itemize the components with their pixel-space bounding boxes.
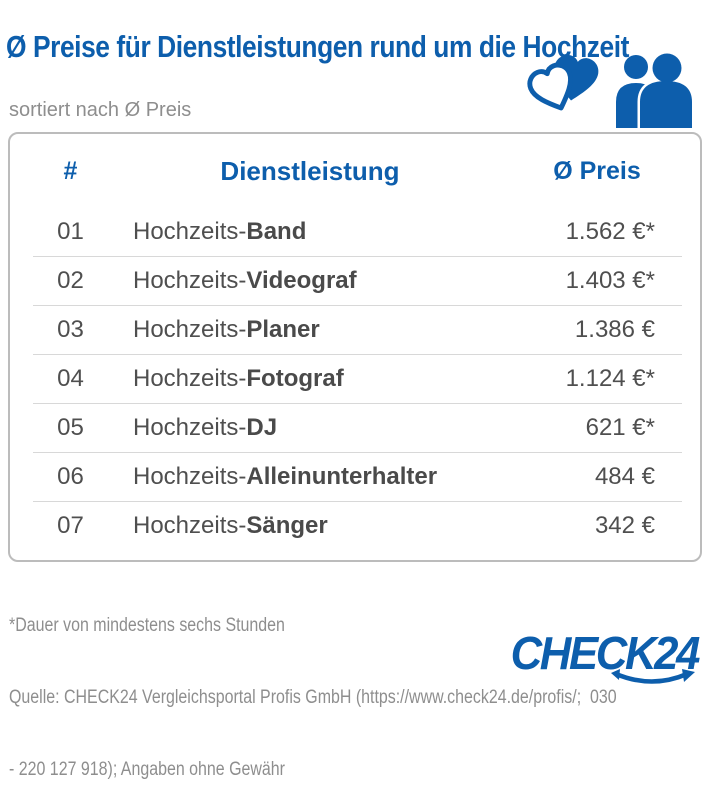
footnote-source-line2: - 220 127 918); Angaben ohne Gewähr xyxy=(9,759,285,780)
service-name-bold: Sänger xyxy=(246,512,328,539)
service-cell: Hochzeits-Videograf xyxy=(108,267,512,295)
service-prefix: Hochzeits- xyxy=(133,512,247,539)
table-row: 05 Hochzeits-DJ 621 €* xyxy=(33,403,682,452)
table-row: 04 Hochzeits-Fotograf 1.124 €* xyxy=(33,354,682,403)
service-prefix: Hochzeits- xyxy=(133,267,247,294)
table-row: 06 Hochzeits-Alleinunterhalter 484 € xyxy=(33,452,682,501)
table-row: 01 Hochzeits-Band 1.562 €* xyxy=(33,208,682,256)
rank-cell: 02 xyxy=(57,267,84,294)
check24-logo: CHECK24 xyxy=(498,627,701,686)
hearts-icon xyxy=(526,52,601,114)
price-cell: 1.403 €* xyxy=(565,267,655,294)
column-header-service: Dienstleistung xyxy=(220,155,400,186)
table-row: 03 Hochzeits-Planer 1.386 € xyxy=(33,305,682,354)
service-name-bold: Alleinunterhalter xyxy=(246,463,438,490)
table-header-row: # Dienstleistung Ø Preis xyxy=(33,134,682,208)
service-prefix: Hochzeits- xyxy=(133,463,247,490)
service-prefix: Hochzeits- xyxy=(133,218,247,245)
couple-icon xyxy=(616,51,695,131)
price-table: # Dienstleistung Ø Preis 01 Hochzeits-Ba… xyxy=(8,132,702,562)
price-cell: 484 € xyxy=(594,463,655,490)
rank-cell: 05 xyxy=(57,414,84,441)
rank-cell: 07 xyxy=(57,512,84,539)
table-body: 01 Hochzeits-Band 1.562 €* 02 Hochzeits-… xyxy=(10,208,700,550)
service-cell: Hochzeits-Band xyxy=(108,218,512,246)
service-cell: Hochzeits-DJ xyxy=(108,414,512,442)
price-cell: 621 €* xyxy=(585,414,655,441)
logo-text: CHECK24 xyxy=(510,627,701,679)
price-cell: 1.386 € xyxy=(574,316,655,343)
service-name-bold: Band xyxy=(246,218,307,245)
footnote-duration: *Dauer von mindestens sechs Stunden xyxy=(9,615,285,636)
service-cell: Hochzeits-Fotograf xyxy=(108,365,512,393)
service-name-bold: Planer xyxy=(246,316,320,343)
column-header-price: Ø Preis xyxy=(553,156,641,185)
rank-cell: 03 xyxy=(57,316,84,343)
footnotes: *Dauer von mindestens sechs Stunden Quel… xyxy=(9,566,710,806)
service-cell: Hochzeits-Sänger xyxy=(108,512,512,540)
service-cell: Hochzeits-Planer xyxy=(108,316,512,344)
footnote-source-line1: Quelle: CHECK24 Vergleichsportal Profis … xyxy=(9,687,617,708)
header-icons xyxy=(526,51,695,131)
service-prefix: Hochzeits- xyxy=(133,414,247,441)
service-cell: Hochzeits-Alleinunterhalter xyxy=(108,463,512,491)
rank-cell: 04 xyxy=(57,365,84,392)
price-cell: 1.124 €* xyxy=(565,365,655,392)
swoosh-arrow-icon xyxy=(611,669,695,684)
service-prefix: Hochzeits- xyxy=(133,365,247,392)
rank-cell: 01 xyxy=(57,218,84,245)
subtitle-sort-note: sortiert nach Ø Preis xyxy=(9,99,192,121)
table-row: 02 Hochzeits-Videograf 1.403 €* xyxy=(33,256,682,305)
table-row: 07 Hochzeits-Sänger 342 € xyxy=(33,501,682,550)
page-title: Ø Preise für Dienstleistungen rund um di… xyxy=(6,28,629,64)
price-cell: 342 € xyxy=(594,512,655,539)
service-name-bold: Videograf xyxy=(246,267,357,294)
rank-cell: 06 xyxy=(57,463,84,490)
price-cell: 1.562 €* xyxy=(565,218,655,245)
service-name-bold: DJ xyxy=(246,414,278,441)
service-name-bold: Fotograf xyxy=(246,365,344,392)
service-prefix: Hochzeits- xyxy=(133,316,247,343)
column-header-rank: # xyxy=(63,156,78,185)
